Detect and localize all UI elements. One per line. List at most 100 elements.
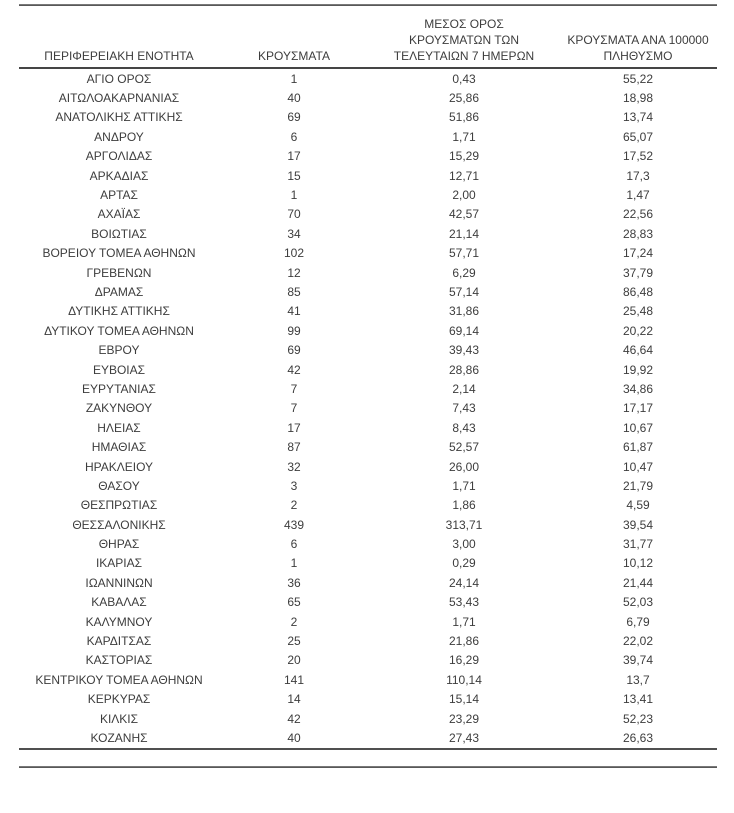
cell-region: ΚΑΒΑΛΑΣ [91, 595, 147, 610]
cell-per-100k: 17,52 [622, 149, 654, 164]
cell-per-100k: 46,64 [622, 343, 654, 358]
cell-region: ΕΒΡΟΥ [98, 343, 140, 358]
cell-per-100k: 34,86 [622, 381, 654, 396]
cell-avg-7day: 16,29 [448, 653, 480, 668]
table-row: ΚΑΣΤΟΡΙΑΣ 20 16,29 39,74 [19, 651, 717, 670]
cell-cases: 34 [287, 226, 301, 241]
cell-per-100k: 17,24 [622, 246, 654, 261]
cell-avg-7day: 69,14 [448, 323, 480, 338]
cell-avg-7day: 8,43 [452, 420, 476, 435]
cell-cases: 12 [287, 265, 301, 280]
cell-cases: 87 [287, 440, 301, 455]
cell-cases: 70 [287, 207, 301, 222]
cell-avg-7day: 7,43 [452, 401, 476, 416]
table-row: ΚΑΡΔΙΤΣΑΣ 25 21,86 22,02 [19, 631, 717, 650]
cell-cases: 65 [287, 595, 301, 610]
table-row: ΚΙΛΚΙΣ 42 23,29 52,23 [19, 709, 717, 728]
cell-cases: 69 [287, 110, 301, 125]
table-row: ΔΡΑΜΑΣ 85 57,14 86,48 [19, 282, 717, 301]
cell-per-100k: 10,12 [622, 556, 654, 571]
table-header: ΠΕΡΙΦΕΡΕΙΑΚΗ ΕΝΟΤΗΤΑ ΚΡΟΥΣΜΑΤΑ ΜΕΣΟΣ ΟΡΟ… [19, 6, 717, 69]
cell-avg-7day: 21,86 [448, 634, 480, 649]
cell-region: ΒΟΡΕΙΟΥ ΤΟΜΕΑ ΑΘΗΝΩΝ [42, 246, 196, 261]
cell-avg-7day: 31,86 [448, 304, 480, 319]
cell-cases: 42 [287, 362, 301, 377]
table-row: ΗΛΕΙΑΣ 17 8,43 10,67 [19, 418, 717, 437]
cell-per-100k: 20,22 [622, 323, 654, 338]
table-row: ΖΑΚΥΝΘΟΥ 7 7,43 17,17 [19, 399, 717, 418]
cell-region: ΚΕΝΤΡΙΚΟΥ ΤΟΜΕΑ ΑΘΗΝΩΝ [35, 672, 203, 687]
cell-region: ΔΥΤΙΚΗΣ ΑΤΤΙΚΗΣ [68, 304, 170, 319]
cell-region: ΑΡΚΑΔΙΑΣ [89, 168, 149, 183]
cell-per-100k: 65,07 [622, 129, 654, 144]
table-row: ΒΟΡΕΙΟΥ ΤΟΜΕΑ ΑΘΗΝΩΝ 102 57,71 17,24 [19, 244, 717, 263]
cell-region: ΘΕΣΣΑΛΟΝΙΚΗΣ [72, 517, 166, 532]
cell-avg-7day: 110,14 [446, 672, 482, 687]
cell-avg-7day: 1,86 [452, 498, 476, 513]
table-row: ΓΡΕΒΕΝΩΝ 12 6,29 37,79 [19, 263, 717, 282]
cell-cases: 25 [287, 634, 301, 649]
table-row: ΙΚΑΡΙΑΣ 1 0,29 10,12 [19, 554, 717, 573]
regional-cases-table: ΠΕΡΙΦΕΡΕΙΑΚΗ ΕΝΟΤΗΤΑ ΚΡΟΥΣΜΑΤΑ ΜΕΣΟΣ ΟΡΟ… [19, 6, 717, 750]
cell-cases: 1 [290, 556, 298, 571]
cell-per-100k: 28,83 [622, 226, 654, 241]
cell-avg-7day: 313,71 [445, 517, 483, 532]
header-row: ΠΕΡΙΦΕΡΕΙΑΚΗ ΕΝΟΤΗΤΑ ΚΡΟΥΣΜΑΤΑ ΜΕΣΟΣ ΟΡΟ… [19, 6, 717, 69]
cell-cases: 6 [290, 537, 298, 552]
cell-cases: 2 [290, 614, 298, 629]
cell-cases: 36 [287, 575, 301, 590]
cell-avg-7day: 42,57 [448, 207, 480, 222]
cell-per-100k: 17,3 [626, 168, 650, 183]
cell-cases: 15 [287, 168, 301, 183]
cell-avg-7day: 26,00 [448, 459, 480, 474]
table-row: ΗΡΑΚΛΕΙΟΥ 32 26,00 10,47 [19, 457, 717, 476]
cell-cases: 1 [290, 188, 298, 203]
table-row: ΕΥΡΥΤΑΝΙΑΣ 7 2,14 34,86 [19, 379, 717, 398]
col-header-region: ΠΕΡΙΦΕΡΕΙΑΚΗ ΕΝΟΤΗΤΑ [19, 6, 219, 69]
cell-per-100k: 13,41 [622, 692, 654, 707]
table-row: ΘΗΡΑΣ 6 3,00 31,77 [19, 534, 717, 553]
cell-cases: 40 [219, 728, 369, 750]
cell-region: ΚΙΛΚΙΣ [99, 711, 139, 726]
cell-region: ΖΑΚΥΝΘΟΥ [85, 401, 153, 416]
cell-region: ΓΡΕΒΕΝΩΝ [86, 265, 152, 280]
table-row: ΚΟΖΑΝΗΣ 40 27,43 26,63 [19, 728, 717, 750]
cell-avg-7day: 39,43 [448, 343, 480, 358]
cell-region: ΒΟΙΩΤΙΑΣ [91, 226, 147, 241]
cell-avg-7day: 53,43 [448, 595, 480, 610]
cell-region: ΑΧΑΪΑΣ [97, 207, 141, 222]
cell-per-100k: 6,79 [626, 614, 650, 629]
table-row: ΑΧΑΪΑΣ 70 42,57 22,56 [19, 205, 717, 224]
cell-avg-7day: 12,71 [448, 168, 480, 183]
cell-per-100k: 4,59 [626, 498, 650, 513]
cell-avg-7day: 3,00 [452, 537, 476, 552]
footer-rule [19, 766, 717, 768]
cell-avg-7day: 51,86 [448, 110, 480, 125]
cell-avg-7day: 1,71 [452, 129, 476, 144]
cell-per-100k: 19,92 [622, 362, 654, 377]
cell-region: ΚΕΡΚΥΡΑΣ [87, 692, 151, 707]
cell-region: ΙΚΑΡΙΑΣ [95, 556, 143, 571]
cell-region: ΚΟΖΑΝΗΣ [19, 728, 219, 750]
table-row: ΑΓΙΟ ΟΡΟΣ 1 0,43 55,22 [19, 68, 717, 88]
cell-region: ΚΑΛΥΜΝΟΥ [85, 614, 153, 629]
cell-avg-7day: 2,14 [452, 381, 476, 396]
table-row: ΑΝΑΤΟΛΙΚΗΣ ΑΤΤΙΚΗΣ 69 51,86 13,74 [19, 108, 717, 127]
cell-avg-7day: 27,43 [369, 728, 559, 750]
cell-cases: 69 [287, 343, 301, 358]
cell-avg-7day: 57,71 [448, 246, 480, 261]
table-row: ΔΥΤΙΚΟΥ ΤΟΜΕΑ ΑΘΗΝΩΝ 99 69,14 20,22 [19, 321, 717, 340]
cell-cases: 439 [283, 517, 305, 532]
cell-avg-7day: 1,71 [452, 614, 476, 629]
cell-per-100k: 13,74 [622, 110, 654, 125]
cell-region: ΚΑΣΤΟΡΙΑΣ [85, 653, 153, 668]
cell-per-100k: 25,48 [622, 304, 654, 319]
cell-region: ΘΕΣΠΡΩΤΙΑΣ [80, 498, 158, 513]
cell-region: ΑΡΤΑΣ [100, 188, 138, 203]
cell-cases: 2 [290, 498, 298, 513]
top-rule [19, 4, 717, 6]
cell-cases: 14 [287, 692, 301, 707]
table-row: ΔΥΤΙΚΗΣ ΑΤΤΙΚΗΣ 41 31,86 25,48 [19, 302, 717, 321]
cell-region: ΑΝΑΤΟΛΙΚΗΣ ΑΤΤΙΚΗΣ [55, 110, 183, 125]
